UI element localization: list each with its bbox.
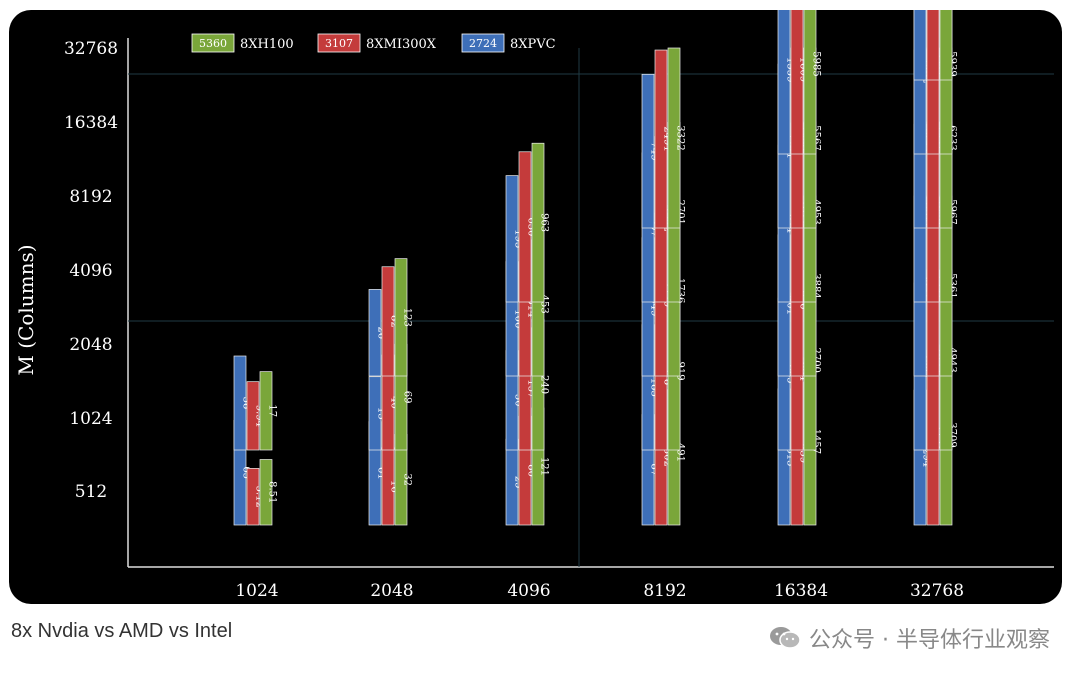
bar-value-label: 16 [389, 480, 400, 493]
bar-value-label: 25 [513, 476, 524, 489]
bar-value-label: 963 [539, 213, 550, 232]
bar-mi300x [518, 151, 532, 303]
figure-caption: 8x Nvdia vs AMD vs Intel [11, 620, 233, 642]
bar-value-label: 38 [241, 397, 252, 410]
legend-swatch [191, 33, 235, 53]
x-tick-label: 2048 [370, 581, 413, 601]
legend-swatch [317, 33, 361, 53]
bar-pvc [368, 376, 382, 451]
bar-h100 [667, 47, 681, 229]
bar-h100 [531, 142, 545, 303]
bar-pvc [368, 289, 382, 377]
x-tick-label: 8192 [643, 581, 686, 601]
bar-value-label: 121 [539, 457, 550, 476]
bar-chart: M (Columns) 512 1024 2048 4096 8192 16384 32768… [14, 10, 1054, 601]
legend-entry-h100: 5360 8XH100 [191, 33, 294, 53]
bar-value-label: 183 [649, 378, 660, 397]
y-tick-label: 32768 [64, 39, 118, 59]
x-tick-label: 4096 [507, 581, 550, 601]
legend-swatch [461, 33, 505, 53]
bar-mi300x [926, 10, 940, 81]
bar-mi300x [790, 10, 804, 155]
bar-h100 [394, 258, 408, 377]
bar-value-label: 61 [376, 467, 387, 480]
bar-value-label: 26 [376, 326, 387, 339]
x-tick-label: 16384 [774, 581, 828, 601]
bar-value-label: 302 [662, 448, 673, 467]
bar-value-label: 749 [649, 142, 660, 161]
bar-value-label: 82 [389, 315, 400, 328]
bar-value-label: 630 [526, 217, 537, 236]
bar-mi300x [246, 468, 260, 526]
y-tick-label: 8192 [69, 187, 112, 207]
bar-value-label: 32 [402, 473, 413, 486]
bar-value-label: 106 [513, 309, 524, 328]
bar-value-label: 5.12 [254, 486, 265, 508]
bar-value-label: 123 [402, 308, 413, 327]
bar-pvc [913, 10, 927, 81]
y-tick-label: 16384 [64, 113, 118, 133]
x-tick-label: 1024 [235, 581, 278, 601]
watermark-text: 公众号 · 半导体行业观察 [809, 628, 1050, 653]
legend-value: 2724 [469, 37, 497, 50]
bar-mi300x [381, 266, 395, 377]
y-tick-label: 4096 [69, 261, 112, 281]
bar-pvc [777, 10, 791, 155]
bar-h100 [259, 371, 273, 451]
bar-value-label: 2491 [662, 126, 673, 151]
bar-h100 [259, 459, 273, 526]
y-tick-label: 2048 [69, 335, 112, 355]
bar-value-label: 491 [675, 443, 686, 462]
bar-value-label: 69 [402, 391, 413, 404]
bar-value-label: 3322 [675, 125, 686, 150]
bar-value-label: 17 [267, 404, 278, 417]
bar-value-label: 294 [921, 448, 932, 467]
bar-value-label: 8.51 [267, 481, 278, 503]
bar-pvc [233, 355, 247, 451]
chart-panel: M (Columns) 512 1024 2048 4096 8192 16384 32768… [9, 10, 1062, 604]
bar-value-label: 5985 [811, 51, 822, 76]
x-tick-label: 32768 [910, 581, 964, 601]
bar-value-label: 9.94 [254, 405, 265, 427]
legend-label: 8XMI300X [366, 37, 437, 52]
bar-h100 [939, 10, 953, 81]
watermark: 公众号 · 半导体行业观察 [769, 622, 1050, 654]
bar-value-label: 87 [649, 463, 660, 476]
bar-h100 [803, 10, 817, 155]
bar-mi300x [654, 49, 668, 229]
bar-value-label: 50 [513, 394, 524, 407]
bar-value-label: 193 [513, 229, 524, 248]
legend-entry-mi300x: 3107 8XMI300X [317, 33, 437, 53]
wechat-icon [769, 625, 801, 651]
legend-value: 5360 [199, 37, 227, 50]
bar-pvc [505, 175, 519, 303]
legend-entry-pvc: 2724 8XPVC [461, 33, 556, 53]
bar-mi300x [246, 381, 260, 451]
legend-value: 3107 [325, 37, 353, 50]
bar-value-label: 40 [389, 396, 400, 409]
bar-value-label: 13 [376, 407, 387, 420]
bar-value-label: 157 [526, 379, 537, 398]
legend-label: 8XPVC [510, 37, 556, 52]
bar-value-label: 240 [539, 375, 550, 394]
bar-value-label: 65 [241, 466, 252, 479]
bar-value-label: 313 [785, 447, 796, 466]
legend-label: 8XH100 [240, 37, 294, 52]
bar-value-label: 80 [526, 464, 537, 477]
y-tick-label: 1024 [69, 409, 112, 429]
bar-value-label: 401 [785, 296, 796, 315]
bar-pvc [641, 73, 655, 229]
bar-value-label: 439 [798, 444, 809, 463]
bar-value-label: 453 [539, 295, 550, 314]
y-tick-label: 512 [75, 482, 107, 502]
y-axis-label: M (Columns) [14, 244, 38, 375]
bar-value-label: 1609 [798, 57, 809, 82]
bar-value-label: 349 [649, 297, 660, 316]
bar-value-label: 314 [526, 298, 537, 317]
bar-value-label: 1559 [785, 57, 796, 82]
